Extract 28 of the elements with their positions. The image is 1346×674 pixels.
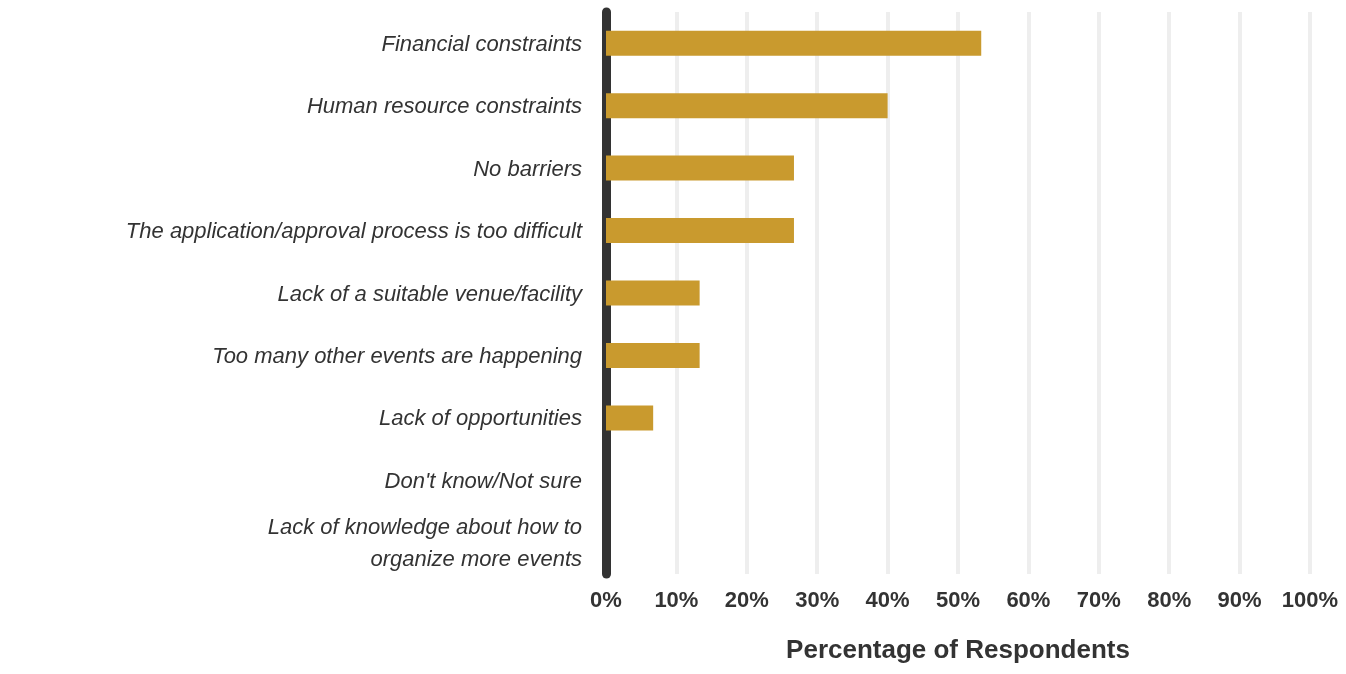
x-tick-label: 70% — [1076, 586, 1121, 612]
bar — [606, 342, 700, 368]
y-tick-label: Lack of knowledge about how to organize more events — [267, 514, 582, 572]
y-tick-label: Lack of a suitable venue/facility — [277, 280, 584, 306]
x-tick-label: 60% — [1006, 586, 1051, 612]
bar — [606, 93, 888, 119]
bar — [606, 405, 654, 431]
bar — [606, 30, 982, 56]
x-tick-label: 10% — [654, 586, 699, 612]
x-tick-label: 50% — [935, 586, 981, 612]
bar — [606, 218, 794, 244]
bar — [606, 155, 794, 181]
y-tick-label: Lack of opportunities — [378, 405, 582, 431]
y-tick-label: Human resource constraints — [306, 93, 582, 119]
x-tick-label: 30% — [795, 586, 840, 612]
x-tick-label: 0% — [590, 586, 622, 612]
y-tick-label: No barriers — [473, 155, 582, 181]
y-tick-label: Don't know/Not sure — [384, 467, 582, 493]
bar — [606, 280, 700, 306]
y-tick-label: Too many other events are happening — [212, 342, 583, 368]
x-tick-label: 40% — [865, 586, 910, 612]
x-tick-label: 100% — [1281, 586, 1339, 612]
x-axis-title: Percentage of Respondents — [786, 634, 1130, 664]
x-tick-label: 90% — [1217, 586, 1262, 612]
y-tick-label: Financial constraints — [381, 30, 582, 56]
x-tick-label: 20% — [724, 586, 769, 612]
x-tick-label: 80% — [1147, 586, 1192, 612]
y-tick-label: The application/approval process is too difficult — [125, 218, 583, 244]
